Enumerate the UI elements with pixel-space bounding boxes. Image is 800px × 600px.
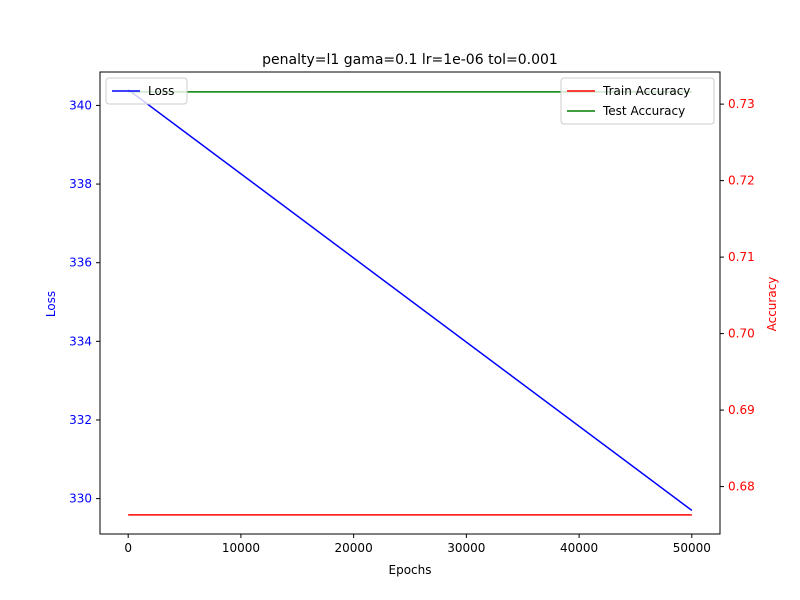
y-axis-left-label: Loss <box>44 291 58 317</box>
y-left-tick-label: 330 <box>69 492 92 506</box>
ticks-layer: 0 10000 20000 30000 40000 50000 330 332 334 336 33… <box>69 97 755 555</box>
x-axis-label: Epochs <box>389 563 432 577</box>
y-left-tick-label: 338 <box>69 177 92 191</box>
x-tick-label: 50000 <box>673 541 711 555</box>
y-right-tick-label: 0.68 <box>728 480 755 494</box>
y-right-tick-label: 0.73 <box>728 97 755 111</box>
y-axis-right-label: Accuracy <box>765 277 779 332</box>
legend-label-test-accuracy: Test Accuracy <box>602 104 685 118</box>
y-left-tick-label: 332 <box>69 413 92 427</box>
y-right-tick-label: 0.69 <box>728 403 755 417</box>
legend-left-box <box>105 77 188 105</box>
legend-right-box <box>560 77 715 125</box>
y-right-tick-label: 0.72 <box>728 174 755 188</box>
legend-label-train-accuracy: Train Accuracy <box>602 84 690 98</box>
loss-line <box>127 89 693 512</box>
legend-layer: Loss Train Accuracy Test Accuracy <box>105 77 715 125</box>
y-right-tick-label: 0.70 <box>728 327 755 341</box>
x-tick-label: 40000 <box>560 541 598 555</box>
legend-label-loss: Loss <box>148 84 174 98</box>
x-tick-label: 0 <box>124 541 132 555</box>
y-left-tick-label: 336 <box>69 256 92 270</box>
y-right-tick-label: 0.71 <box>728 250 755 264</box>
x-tick-label: 20000 <box>335 541 373 555</box>
x-tick-label: 10000 <box>222 541 260 555</box>
x-tick-label: 30000 <box>447 541 485 555</box>
y-left-tick-label: 340 <box>69 98 92 112</box>
y-left-tick-label: 334 <box>69 334 92 348</box>
chart-title: penalty=l1 gama=0.1 lr=1e-06 tol=0.001 <box>262 52 558 68</box>
plot-frame <box>99 71 721 535</box>
